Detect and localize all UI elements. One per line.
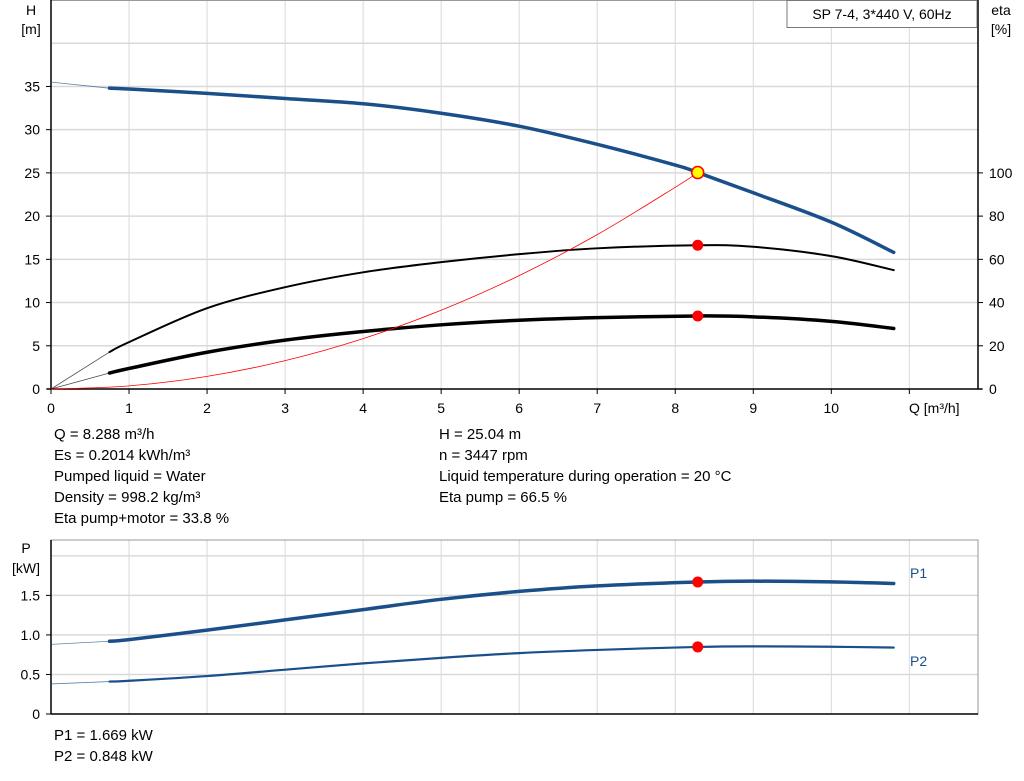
p-tick-label: 0 [32, 706, 40, 722]
q-tick-label: 4 [359, 400, 367, 416]
h-tick-label: 30 [24, 122, 40, 138]
eta-tick-label: 60 [989, 251, 1005, 267]
p2-curve [108, 645, 895, 683]
h-tick-label: 10 [24, 295, 40, 311]
h-tick-label: 20 [24, 208, 40, 224]
q-tick-label: 5 [437, 400, 445, 416]
duty-point-p1 [692, 576, 704, 588]
liquid-temperature-value: Liquid temperature during operation = 20… [439, 468, 732, 485]
duty-points [690, 165, 705, 653]
h-tick-label: 35 [24, 78, 40, 94]
head-extrapolation [50, 81, 110, 89]
eta-pump-motor-extrapolation [50, 372, 110, 390]
head-value: H = 25.04 m [439, 426, 522, 443]
curves [50, 81, 896, 685]
grid-bottom [51, 540, 978, 714]
p2-extrapolation [50, 681, 110, 685]
q-axis-label: Q [m³/h] [909, 400, 960, 416]
eta-tick-label: 40 [989, 295, 1005, 311]
pump-title: SP 7-4, 3*440 V, 60Hz [812, 6, 951, 22]
duty-point-head [690, 165, 705, 180]
pumped-liquid-value: Pumped liquid = Water [54, 468, 206, 485]
eta-pump-curve [108, 244, 895, 354]
eta-pump-value: Eta pump = 66.5 % [439, 489, 567, 506]
eta-tick-label: 20 [989, 338, 1005, 354]
grid-top [51, 0, 978, 389]
h-tick-label: 0 [32, 381, 40, 397]
q-tick-label: 10 [824, 400, 840, 416]
q-tick-label: 9 [749, 400, 757, 416]
p-tick-label: 1.0 [21, 627, 41, 643]
p-axis-label: P [21, 540, 30, 556]
flow-value: Q = 8.288 m³/h [54, 426, 155, 443]
density-value: Density = 998.2 kg/m³ [54, 489, 201, 506]
p1-extrapolation [50, 640, 110, 645]
eta-tick-label: 80 [989, 208, 1005, 224]
duty-point-p2 [692, 641, 704, 653]
q-tick-label: 0 [47, 400, 55, 416]
p2-series-label: P2 [910, 653, 927, 669]
p1-curve [107, 579, 896, 643]
eta-pump-motor-value: Eta pump+motor = 33.8 % [54, 510, 230, 527]
system-curve-curve [50, 172, 698, 390]
axis-labels: H [m] eta [%] Q [m³/h] P [kW] P1 P2 0 1 2 3… [12, 2, 1013, 722]
eta-tick-label: 0 [989, 381, 997, 397]
power-plot-border [50, 539, 979, 715]
p-tick-label: 0.5 [21, 666, 41, 682]
operating-info-right: H = 25.04 m n = 3447 rpm Liquid temperat… [439, 424, 731, 508]
duty-point-eta-pump-motor [692, 310, 704, 322]
h-tick-label: 15 [24, 251, 40, 267]
h-tick-label: 25 [24, 165, 40, 181]
q-tick-label: 7 [593, 400, 601, 416]
eta-tick-label: 100 [989, 165, 1013, 181]
q-tick-label: 8 [671, 400, 679, 416]
eta-pump-extrapolation [50, 351, 110, 390]
p2-value: P2 = 0.848 kW [54, 748, 153, 765]
eta-pump-motor-curve [107, 314, 896, 375]
p-axis-unit: [kW] [12, 560, 40, 576]
q-tick-label: 6 [515, 400, 523, 416]
operating-info-left: Q = 8.288 m³/h Es = 0.2014 kWh/m³ Pumped… [54, 424, 229, 529]
p1-value: P1 = 1.669 kW [54, 727, 153, 744]
speed-value: n = 3447 rpm [439, 447, 528, 464]
p1-series-label: P1 [910, 565, 927, 581]
eta-axis-label: eta [991, 2, 1011, 18]
q-tick-label: 3 [281, 400, 289, 416]
h-tick-label: 5 [32, 338, 40, 354]
h-axis-unit: [m] [21, 21, 40, 37]
q-tick-label: 2 [203, 400, 211, 416]
head-curve [107, 86, 896, 255]
p-tick-label: 1.5 [21, 587, 41, 603]
title-box: SP 7-4, 3*440 V, 60Hz [786, 0, 978, 28]
specific-energy-value: Es = 0.2014 kWh/m³ [54, 447, 191, 464]
h-axis-label: H [26, 2, 36, 18]
power-info: P1 = 1.669 kW P2 = 0.848 kW [54, 725, 153, 767]
q-tick-label: 1 [125, 400, 133, 416]
duty-point-eta-pump [692, 239, 704, 251]
eta-axis-unit: [%] [991, 21, 1011, 37]
